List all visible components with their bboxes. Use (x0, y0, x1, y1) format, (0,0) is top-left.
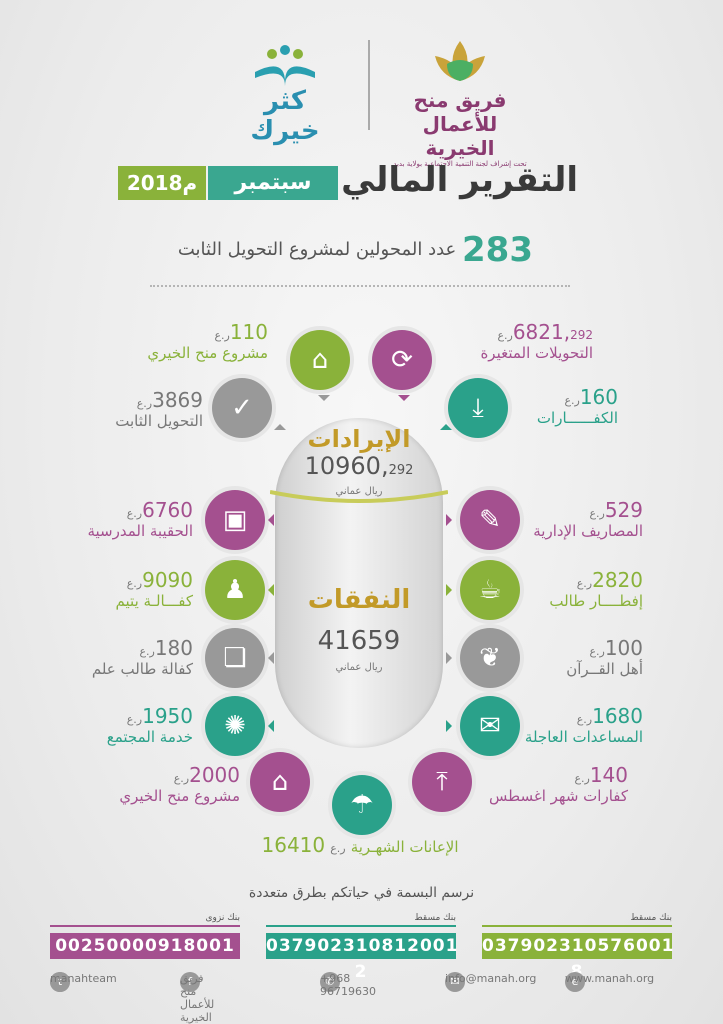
arrow-left-icon (262, 584, 274, 596)
revenues-value: 10960,292 (275, 452, 443, 480)
upload-icon: ⤒ (412, 752, 472, 812)
twitter-icon[interactable]: t (50, 972, 70, 992)
month-badge: سبتمبر (208, 166, 338, 200)
document-icon: ✎ (460, 490, 520, 550)
headline-number: 283 (462, 230, 533, 270)
facebook-icon[interactable]: f (180, 972, 200, 992)
quran-icon: ❦ (460, 628, 520, 688)
network-icon: ✺ (205, 696, 265, 756)
admin-expenses-item: 529ر.ع المصاريف الإدارية (533, 498, 643, 540)
page-title: التقرير المالي (341, 160, 578, 200)
bank-name: بنك نزوى (50, 913, 240, 927)
bag-icon: ▣ (205, 490, 265, 550)
arrow-right-icon (446, 584, 458, 596)
arrow-down-icon (318, 395, 330, 407)
variable-transfers-item: 6821,292ر.ع التحويلات المتغيرة (480, 320, 593, 362)
orphan-sponsorship-item: 9090ر.ع كفـــالـة يتيم (115, 568, 193, 610)
check-circle-icon: ✓ (212, 378, 272, 438)
book-logo-icon (255, 45, 315, 86)
arrow-right-icon (446, 652, 458, 664)
bank-nizwa: بنك نزوى 00250000918001 (50, 913, 240, 959)
logo-divider (368, 40, 370, 130)
dotted-divider (150, 285, 570, 287)
lotus-logo-icon (435, 41, 485, 81)
contacts-bar: ◎ t manahteam f فريق منح للأعمال الخيرية… (50, 968, 690, 1024)
manah-project-top-item: 110ر.ع مشروع منح الخيري (147, 320, 268, 362)
refresh-chart-icon: ⟳ (372, 330, 432, 390)
arrow-left-icon (262, 652, 274, 664)
logo-left-text: كثر خيرك (250, 86, 320, 146)
arrow-left-icon (262, 720, 274, 732)
bank-name: بنك مسقط (266, 913, 456, 927)
bank-muscat-1: بنك مسقط 037902310812001 2 (266, 913, 457, 982)
phone-icon[interactable]: ✆ (320, 972, 340, 992)
revenues-value-main: 10960, (304, 452, 389, 480)
quran-people-item: 100ر.ع أهل القــرآن (566, 636, 643, 678)
manah-project-bottom-item: 2000ر.ع مشروع منح الخيري (119, 763, 240, 805)
manah-team-logo: فريق منح للأعمال الخيرية تحت إشراف لجنة … (385, 36, 535, 168)
website-url[interactable]: www.manah.org (565, 972, 655, 985)
person-icon: ♟ (205, 560, 265, 620)
email-icon[interactable]: ✉ (445, 972, 465, 992)
house-icon: ⌂ (250, 752, 310, 812)
facebook-name[interactable]: فريق منح للأعمال الخيرية (180, 972, 215, 1024)
book-search-icon: ❏ (205, 628, 265, 688)
kaffarat-item: 160ر.ع الكفــــــارات (536, 385, 618, 427)
expenses-title: النفقات (307, 585, 411, 615)
website-icon[interactable]: e (565, 972, 585, 992)
community-service-item: 1950ر.ع خدمة المجتمع (106, 704, 193, 746)
arrow-down-icon (398, 395, 410, 407)
fixed-transfer-item: 3869ر.ع التحويل الثابت (115, 388, 203, 430)
logo-right-subtext: تحت إشراف لجنة التنمية الاجتماعية بولاية… (393, 160, 527, 168)
august-kaffarat-item: 140ر.ع كفارات شهر اغسطس (489, 763, 628, 805)
headline-text: عدد المحولين لمشروع التحويل الثابت (177, 239, 457, 260)
kathar-khairak-logo: كثر خيرك (225, 40, 345, 146)
arrow-right-icon (446, 720, 458, 732)
knowledge-student-item: 180ر.ع كفالة طالب علم (91, 636, 193, 678)
social-handle[interactable]: manahteam (50, 972, 117, 985)
account-number[interactable]: 00250000918001 (50, 933, 240, 959)
summary-capsule (275, 418, 443, 748)
bank-name: بنك مسقط (482, 913, 672, 927)
arrow-up-icon (274, 418, 286, 430)
monthly-aid-item: الإعانات الشهـرية ر.ع 16410 (261, 833, 459, 857)
school-bag-item: 6760ر.ع الحقيبة المدرسية (87, 498, 193, 540)
umbrella-icon: ☂ (332, 775, 392, 835)
meal-icon: ☕ (460, 560, 520, 620)
account-number[interactable]: 037902310576001 8 (482, 933, 673, 982)
expenses-currency: ريال عماني (335, 662, 383, 673)
bank-muscat-2: بنك مسقط 037902310576001 8 (482, 913, 673, 982)
expenses-value: 41659 (317, 626, 401, 656)
email-address[interactable]: info@manah.org (445, 972, 537, 985)
download-icon: ⤓ (448, 378, 508, 438)
student-iftar-item: 2820ر.ع إفطــــار طالب (549, 568, 643, 610)
mail-icon: ✉ (460, 696, 520, 756)
fixed-transfer-headline: 283 عدد المحولين لمشروع التحويل الثابت (178, 230, 533, 270)
arrow-right-icon (446, 514, 458, 526)
capsule-wave-divider (270, 490, 448, 503)
footer-tagline: نرسم البسمة في حياتكم بطرق متعددة (248, 885, 475, 901)
arrow-up-icon (440, 418, 452, 430)
urgent-aid-item: 1680ر.ع المساعدات العاجلة (524, 704, 643, 746)
revenues-currency: ريال عماني (335, 486, 383, 497)
phone-number[interactable]: +968 96719630 (320, 972, 376, 998)
revenues-title: الإيرادات (307, 425, 411, 453)
account-number[interactable]: 037902310812001 2 (266, 933, 457, 982)
arrow-left-icon (262, 514, 274, 526)
logo-right-text: فريق منح للأعمال الخيرية (413, 88, 507, 160)
year-badge: 2018م (118, 166, 206, 200)
house-icon: ⌂ (290, 330, 350, 390)
revenues-value-fraction: 292 (388, 463, 414, 478)
